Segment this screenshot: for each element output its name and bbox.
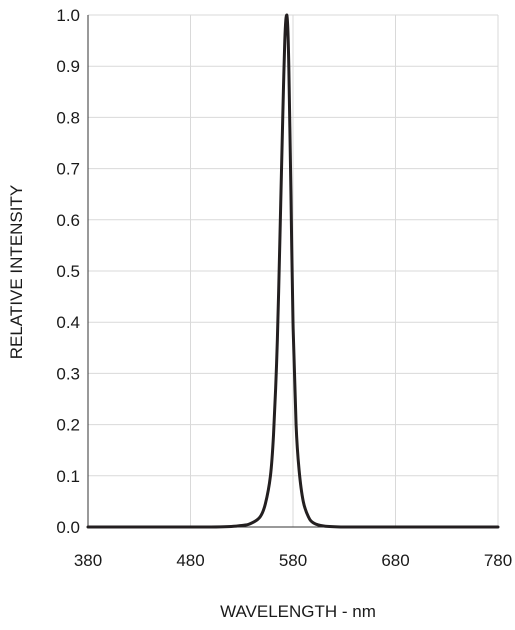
x-axis-title: WAVELENGTH - nm <box>220 602 376 621</box>
y-tick-label: 1.0 <box>56 6 80 25</box>
y-tick-label: 0.5 <box>56 262 80 281</box>
y-tick-label: 0.0 <box>56 518 80 537</box>
y-tick-label: 0.7 <box>56 160 80 179</box>
x-tick-label: 780 <box>484 551 512 570</box>
y-tick-label: 0.4 <box>56 313 80 332</box>
y-axis-title: RELATIVE INTENSITY <box>7 185 26 359</box>
y-tick-label: 0.9 <box>56 57 80 76</box>
x-tick-label: 680 <box>381 551 409 570</box>
x-tick-label: 380 <box>74 551 102 570</box>
y-tick-label: 0.6 <box>56 211 80 230</box>
x-tick-label: 580 <box>279 551 307 570</box>
y-tick-label: 0.8 <box>56 108 80 127</box>
y-tick-label: 0.2 <box>56 416 80 435</box>
spectrum-series-line <box>86 13 500 529</box>
y-tick-label: 0.3 <box>56 364 80 383</box>
tick-labels: 0.0 0.1 0.2 0.3 0.4 0.5 0.6 0.7 0.8 0.9 1.0 380 480 5… <box>56 6 512 570</box>
data-series <box>86 13 500 529</box>
x-tick-label: 480 <box>176 551 204 570</box>
y-tick-label: 0.1 <box>56 467 80 486</box>
